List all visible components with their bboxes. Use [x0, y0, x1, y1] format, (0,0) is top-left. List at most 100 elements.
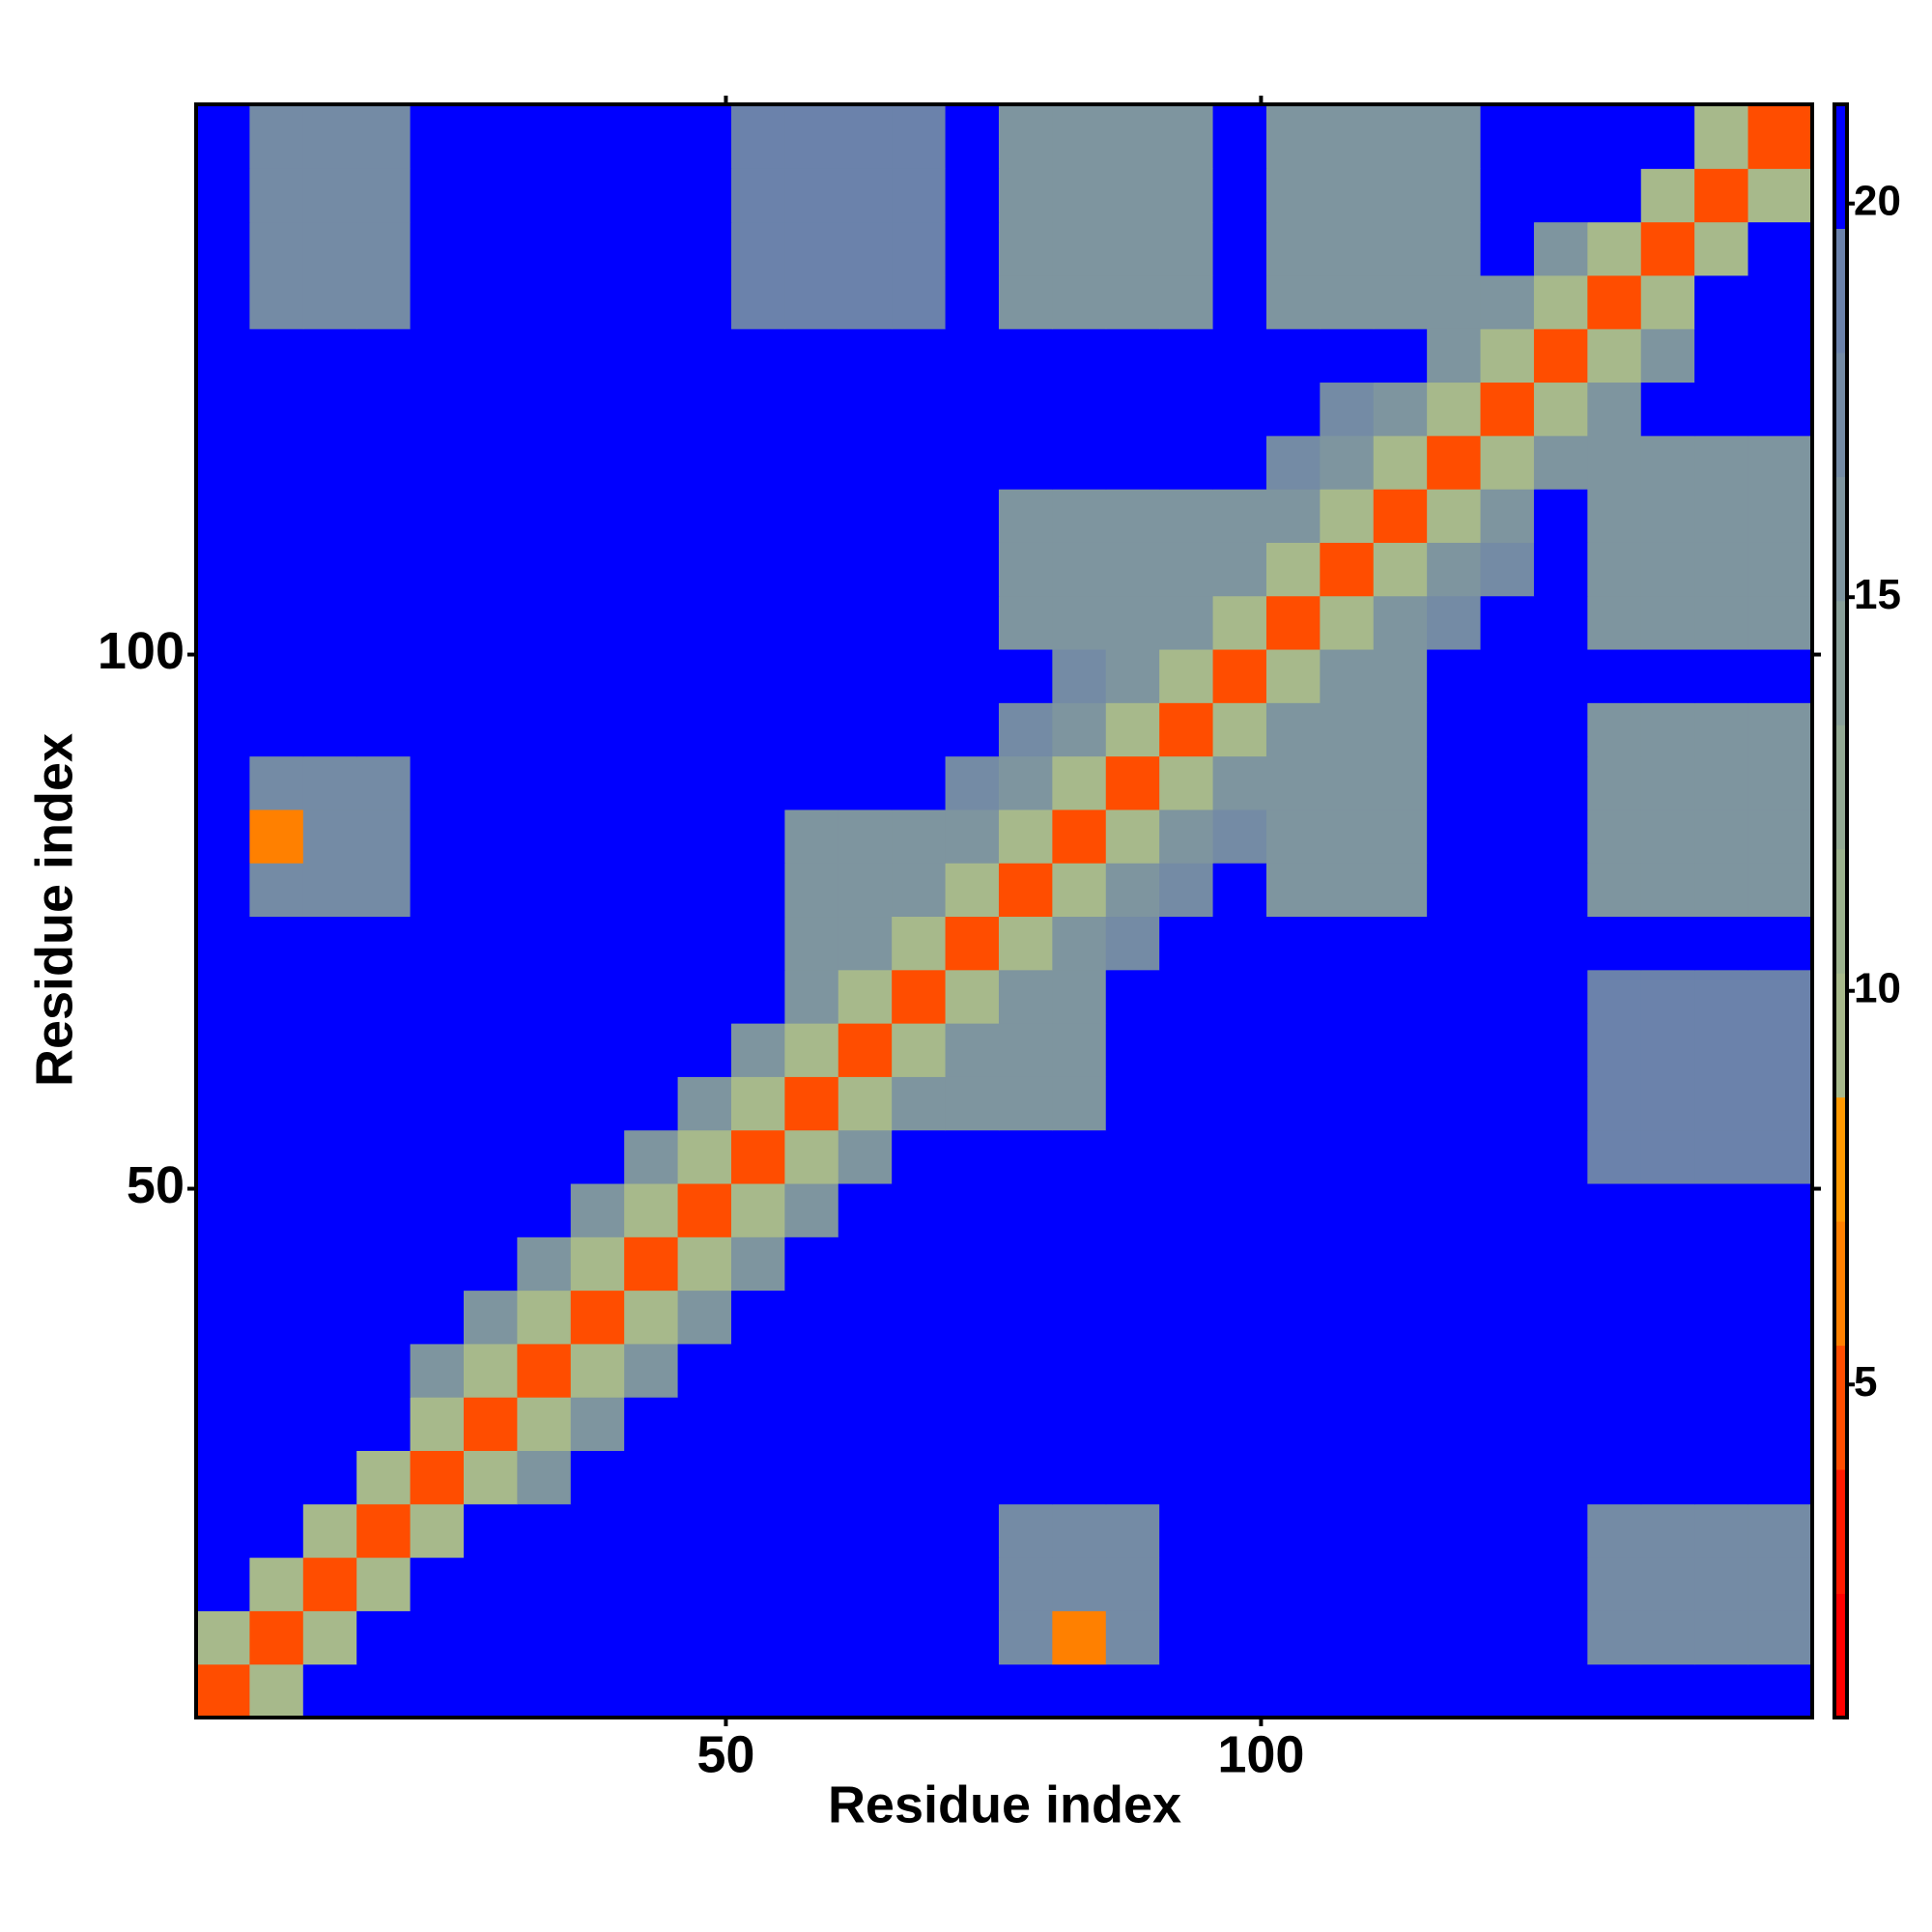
heatmap-cell — [356, 435, 412, 490]
heatmap-cell — [838, 702, 893, 757]
heatmap-cell — [302, 1663, 357, 1719]
heatmap-cell — [356, 1290, 412, 1345]
heatmap-cell — [1265, 1450, 1321, 1505]
heatmap-cell — [677, 542, 732, 597]
heatmap-cell — [517, 1397, 572, 1452]
heatmap-cell — [570, 863, 625, 918]
heatmap-cell — [1373, 649, 1428, 703]
heatmap-cell — [945, 1610, 1000, 1665]
heatmap-cell — [1747, 916, 1813, 971]
heatmap-cell — [677, 382, 732, 437]
heatmap-cell — [1747, 1503, 1813, 1558]
heatmap-cell — [196, 1290, 250, 1345]
heatmap-cell — [356, 221, 412, 276]
heatmap-cell — [1105, 916, 1160, 971]
heatmap-cell — [196, 1129, 250, 1184]
colorbar-band — [1834, 848, 1847, 974]
y-tick-label: 50 — [127, 1156, 185, 1214]
heatmap-cell — [677, 916, 732, 971]
heatmap-cell — [1052, 1076, 1107, 1131]
heatmap-cell — [1320, 1076, 1375, 1131]
heatmap-cell — [892, 969, 947, 1024]
heatmap-cell — [517, 1076, 572, 1131]
heatmap-cell — [356, 1397, 412, 1452]
heatmap-cell — [730, 1236, 785, 1292]
heatmap-cell — [1265, 1290, 1321, 1345]
heatmap-cell — [570, 809, 625, 864]
heatmap-cell — [302, 168, 357, 223]
heatmap-cell — [784, 435, 839, 490]
heatmap-cell — [249, 1663, 304, 1719]
heatmap-cell — [1320, 1236, 1375, 1292]
heatmap-cell — [838, 542, 893, 597]
heatmap-cell — [249, 1129, 304, 1184]
heatmap-cell — [1747, 1610, 1813, 1665]
heatmap-cell — [730, 1290, 785, 1345]
heatmap-cell — [463, 1183, 518, 1237]
heatmap-cell — [249, 755, 304, 810]
heatmap-cell — [624, 755, 679, 810]
heatmap-cell — [784, 1450, 839, 1505]
heatmap-cell — [1747, 863, 1813, 918]
heatmap-cell — [249, 104, 304, 169]
heatmap-cell — [784, 1557, 839, 1611]
heatmap-cell — [1159, 969, 1214, 1024]
heatmap-cell — [1747, 809, 1813, 864]
heatmap-cell — [838, 1397, 893, 1452]
heatmap-cell — [677, 1610, 732, 1665]
heatmap-cell — [945, 1397, 1000, 1452]
heatmap-cell — [1533, 382, 1588, 437]
heatmap-cell — [892, 1236, 947, 1292]
heatmap-cell — [463, 382, 518, 437]
heatmap-cell — [730, 969, 785, 1024]
heatmap-cell — [784, 168, 839, 223]
colorbar-band — [1834, 228, 1847, 354]
heatmap-cell — [677, 1076, 732, 1131]
heatmap-cell — [1694, 382, 1749, 437]
heatmap-cell — [1373, 1076, 1428, 1131]
heatmap-cell — [1694, 274, 1749, 329]
heatmap-cell — [1052, 542, 1107, 597]
heatmap-cell — [302, 542, 357, 597]
heatmap-cell — [1747, 489, 1813, 543]
heatmap-cell — [838, 168, 893, 223]
heatmap-cell — [1159, 542, 1214, 597]
heatmap-cell — [1159, 755, 1214, 810]
heatmap-cell — [249, 969, 304, 1024]
heatmap-cell — [1480, 1023, 1535, 1077]
heatmap-cell — [1640, 1183, 1695, 1237]
heatmap-cell — [1587, 489, 1642, 543]
heatmap-cell — [784, 274, 839, 329]
heatmap-cell — [1587, 863, 1642, 918]
heatmap-cell — [1105, 809, 1160, 864]
heatmap-cell — [945, 382, 1000, 437]
heatmap-cell — [1694, 1397, 1749, 1452]
heatmap-cell — [998, 489, 1053, 543]
heatmap-cell — [1373, 916, 1428, 971]
heatmap-cell — [249, 863, 304, 918]
heatmap-cell — [730, 274, 785, 329]
colorbar-tick-label: 20 — [1854, 177, 1901, 224]
heatmap-cell — [1694, 1450, 1749, 1505]
heatmap-cell — [1373, 595, 1428, 650]
heatmap-cell — [730, 104, 785, 169]
heatmap-cell — [302, 221, 357, 276]
heatmap-cell — [356, 1183, 412, 1237]
heatmap-cell — [1533, 328, 1588, 384]
heatmap-cell — [1427, 916, 1482, 971]
heatmap-cell — [1480, 382, 1535, 437]
heatmap-cell — [463, 595, 518, 650]
heatmap-cell — [730, 1557, 785, 1611]
heatmap-cell — [1533, 1023, 1588, 1077]
heatmap-cell — [945, 863, 1000, 918]
heatmap-cell — [1427, 382, 1482, 437]
heatmap-cell — [1052, 809, 1107, 864]
heatmap-cell — [1427, 1503, 1482, 1558]
heatmap-cell — [517, 221, 572, 276]
heatmap-cell — [249, 649, 304, 703]
heatmap-cell — [1159, 104, 1214, 169]
heatmap-cell — [677, 1343, 732, 1398]
heatmap-cell — [410, 1236, 465, 1292]
heatmap-cell — [356, 274, 412, 329]
heatmap-cell — [1373, 274, 1428, 329]
